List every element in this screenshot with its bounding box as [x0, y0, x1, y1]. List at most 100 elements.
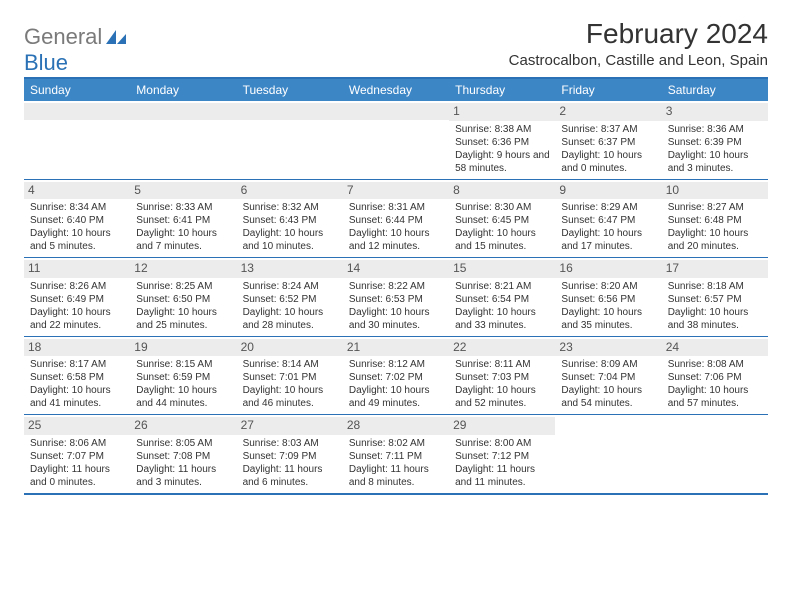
day-cell: 4Sunrise: 8:34 AMSunset: 6:40 PMDaylight… — [24, 180, 130, 258]
daylight-line: Daylight: 10 hours and 25 minutes. — [136, 306, 232, 332]
logo-text-blue: Blue — [24, 50, 68, 75]
day-cell: 28Sunrise: 8:02 AMSunset: 7:11 PMDayligh… — [343, 415, 449, 493]
sunrise-line: Sunrise: 8:00 AM — [455, 437, 551, 450]
weekday-header: Saturday — [662, 79, 768, 101]
sunset-line: Sunset: 7:08 PM — [136, 450, 232, 463]
day-cell — [343, 101, 449, 179]
day-cell: 15Sunrise: 8:21 AMSunset: 6:54 PMDayligh… — [449, 258, 555, 336]
sunrise-line: Sunrise: 8:24 AM — [243, 280, 339, 293]
day-cell: 7Sunrise: 8:31 AMSunset: 6:44 PMDaylight… — [343, 180, 449, 258]
sunset-line: Sunset: 7:02 PM — [349, 371, 445, 384]
day-cell: 19Sunrise: 8:15 AMSunset: 6:59 PMDayligh… — [130, 337, 236, 415]
day-cell: 23Sunrise: 8:09 AMSunset: 7:04 PMDayligh… — [555, 337, 661, 415]
daylight-line: Daylight: 10 hours and 38 minutes. — [668, 306, 764, 332]
sunrise-line: Sunrise: 8:22 AM — [349, 280, 445, 293]
sunrise-line: Sunrise: 8:25 AM — [136, 280, 232, 293]
sunrise-line: Sunrise: 8:12 AM — [349, 358, 445, 371]
weekday-header: Thursday — [449, 79, 555, 101]
weekday-header: Sunday — [24, 79, 130, 101]
week-row: 25Sunrise: 8:06 AMSunset: 7:07 PMDayligh… — [24, 414, 768, 493]
day-number: 3 — [662, 103, 768, 121]
daylight-line: Daylight: 10 hours and 20 minutes. — [668, 227, 764, 253]
sunset-line: Sunset: 6:43 PM — [243, 214, 339, 227]
week-row: 18Sunrise: 8:17 AMSunset: 6:58 PMDayligh… — [24, 336, 768, 415]
day-cell: 6Sunrise: 8:32 AMSunset: 6:43 PMDaylight… — [237, 180, 343, 258]
empty-day-header — [130, 103, 236, 120]
day-number: 25 — [24, 417, 130, 435]
daylight-line: Daylight: 10 hours and 57 minutes. — [668, 384, 764, 410]
daylight-line: Daylight: 10 hours and 49 minutes. — [349, 384, 445, 410]
sunrise-line: Sunrise: 8:38 AM — [455, 123, 551, 136]
daylight-line: Daylight: 10 hours and 7 minutes. — [136, 227, 232, 253]
sunrise-line: Sunrise: 8:14 AM — [243, 358, 339, 371]
day-number: 26 — [130, 417, 236, 435]
day-number: 8 — [449, 182, 555, 200]
day-cell — [555, 415, 661, 493]
sunset-line: Sunset: 7:01 PM — [243, 371, 339, 384]
sunrise-line: Sunrise: 8:33 AM — [136, 201, 232, 214]
day-number: 28 — [343, 417, 449, 435]
daylight-line: Daylight: 10 hours and 35 minutes. — [561, 306, 657, 332]
sunset-line: Sunset: 7:12 PM — [455, 450, 551, 463]
sunrise-line: Sunrise: 8:34 AM — [30, 201, 126, 214]
day-cell: 27Sunrise: 8:03 AMSunset: 7:09 PMDayligh… — [237, 415, 343, 493]
sunrise-line: Sunrise: 8:17 AM — [30, 358, 126, 371]
sunset-line: Sunset: 7:03 PM — [455, 371, 551, 384]
sunrise-line: Sunrise: 8:32 AM — [243, 201, 339, 214]
daylight-line: Daylight: 11 hours and 6 minutes. — [243, 463, 339, 489]
sunset-line: Sunset: 6:44 PM — [349, 214, 445, 227]
day-number: 21 — [343, 339, 449, 357]
sunrise-line: Sunrise: 8:20 AM — [561, 280, 657, 293]
day-number: 11 — [24, 260, 130, 278]
day-cell: 5Sunrise: 8:33 AMSunset: 6:41 PMDaylight… — [130, 180, 236, 258]
sunset-line: Sunset: 6:45 PM — [455, 214, 551, 227]
sunset-line: Sunset: 6:48 PM — [668, 214, 764, 227]
day-cell: 25Sunrise: 8:06 AMSunset: 7:07 PMDayligh… — [24, 415, 130, 493]
sunset-line: Sunset: 6:36 PM — [455, 136, 551, 149]
day-cell: 16Sunrise: 8:20 AMSunset: 6:56 PMDayligh… — [555, 258, 661, 336]
daylight-line: Daylight: 10 hours and 54 minutes. — [561, 384, 657, 410]
week-row: 1Sunrise: 8:38 AMSunset: 6:36 PMDaylight… — [24, 101, 768, 179]
day-number: 22 — [449, 339, 555, 357]
logo-sail-icon — [104, 28, 128, 46]
sunset-line: Sunset: 7:07 PM — [30, 450, 126, 463]
sunrise-line: Sunrise: 8:15 AM — [136, 358, 232, 371]
day-cell: 20Sunrise: 8:14 AMSunset: 7:01 PMDayligh… — [237, 337, 343, 415]
daylight-line: Daylight: 10 hours and 3 minutes. — [668, 149, 764, 175]
weekday-header: Tuesday — [237, 79, 343, 101]
day-cell: 1Sunrise: 8:38 AMSunset: 6:36 PMDaylight… — [449, 101, 555, 179]
day-number: 18 — [24, 339, 130, 357]
day-number: 13 — [237, 260, 343, 278]
day-cell: 26Sunrise: 8:05 AMSunset: 7:08 PMDayligh… — [130, 415, 236, 493]
sunrise-line: Sunrise: 8:29 AM — [561, 201, 657, 214]
sunrise-line: Sunrise: 8:09 AM — [561, 358, 657, 371]
calendar: SundayMondayTuesdayWednesdayThursdayFrid… — [24, 77, 768, 495]
sunset-line: Sunset: 6:59 PM — [136, 371, 232, 384]
daylight-line: Daylight: 10 hours and 52 minutes. — [455, 384, 551, 410]
day-cell: 18Sunrise: 8:17 AMSunset: 6:58 PMDayligh… — [24, 337, 130, 415]
day-number: 2 — [555, 103, 661, 121]
daylight-line: Daylight: 11 hours and 3 minutes. — [136, 463, 232, 489]
day-number: 15 — [449, 260, 555, 278]
sunset-line: Sunset: 6:54 PM — [455, 293, 551, 306]
day-cell: 2Sunrise: 8:37 AMSunset: 6:37 PMDaylight… — [555, 101, 661, 179]
sunset-line: Sunset: 6:52 PM — [243, 293, 339, 306]
day-number: 29 — [449, 417, 555, 435]
sunrise-line: Sunrise: 8:26 AM — [30, 280, 126, 293]
sunset-line: Sunset: 7:11 PM — [349, 450, 445, 463]
day-number: 17 — [662, 260, 768, 278]
sunset-line: Sunset: 6:37 PM — [561, 136, 657, 149]
sunset-line: Sunset: 6:40 PM — [30, 214, 126, 227]
weekday-header: Friday — [555, 79, 661, 101]
day-number: 16 — [555, 260, 661, 278]
sunset-line: Sunset: 6:41 PM — [136, 214, 232, 227]
empty-day-header — [237, 103, 343, 120]
sunrise-line: Sunrise: 8:03 AM — [243, 437, 339, 450]
day-number: 4 — [24, 182, 130, 200]
daylight-line: Daylight: 10 hours and 28 minutes. — [243, 306, 339, 332]
sunset-line: Sunset: 6:50 PM — [136, 293, 232, 306]
day-cell: 22Sunrise: 8:11 AMSunset: 7:03 PMDayligh… — [449, 337, 555, 415]
day-number: 19 — [130, 339, 236, 357]
sunrise-line: Sunrise: 8:30 AM — [455, 201, 551, 214]
daylight-line: Daylight: 10 hours and 5 minutes. — [30, 227, 126, 253]
